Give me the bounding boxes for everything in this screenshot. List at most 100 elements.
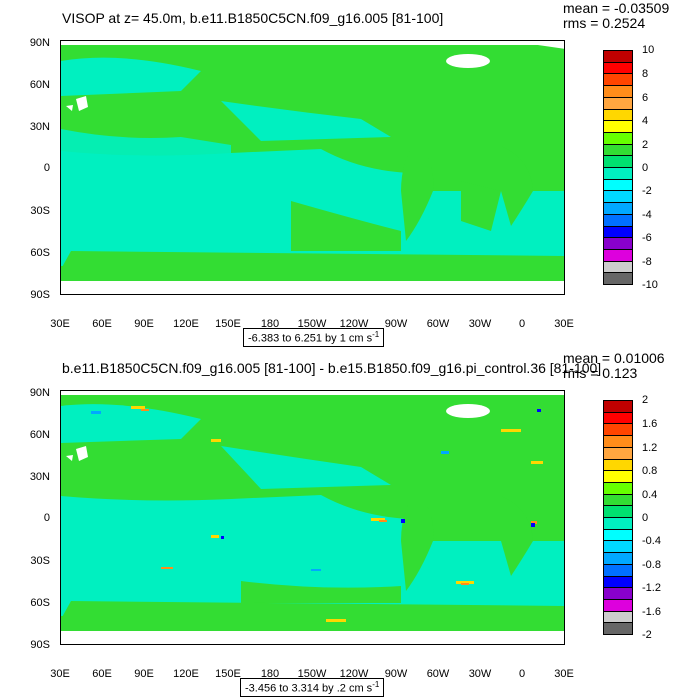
mean-stat: mean = -0.03509 xyxy=(563,0,670,16)
unit-superscript: -1 xyxy=(372,330,380,339)
colorbar-segment xyxy=(604,576,632,589)
lat-label-90n: 90N xyxy=(29,387,50,399)
colorbar-segment xyxy=(604,506,632,519)
colorbar-label: -2 xyxy=(642,185,652,197)
colorbar-segment xyxy=(604,588,632,600)
lat-label-60n: 60N xyxy=(29,79,50,91)
colorbar-segment xyxy=(604,261,632,274)
lon-label: 150W xyxy=(297,318,327,330)
colorbar-segment xyxy=(604,623,632,635)
rms-stat: rms = 0.123 xyxy=(563,365,638,381)
lon-label: 180 xyxy=(260,668,280,680)
lon-label: 60E xyxy=(92,318,112,330)
colorbar-segment xyxy=(604,214,632,227)
colorbar-segment xyxy=(604,179,632,192)
contour-range-box: -6.383 to 6.251 by 1 cm s-1 xyxy=(243,328,385,347)
map-field xyxy=(61,41,564,294)
lon-label: 30W xyxy=(468,668,492,680)
colorbar-segment xyxy=(604,447,632,460)
mean-stat: mean = 0.01006 xyxy=(563,350,665,366)
lat-label-30n: 30N xyxy=(29,471,50,483)
colorbar-label: 2 xyxy=(642,394,649,406)
lon-label: 180 xyxy=(260,318,280,330)
lon-label: 90E xyxy=(134,668,154,680)
colorbar-label: -1.6 xyxy=(642,606,661,618)
colorbar-label: 2 xyxy=(642,139,649,151)
colorbar-label: -0.4 xyxy=(642,535,661,547)
colorbar-segment xyxy=(604,74,632,87)
colorbar-label: -0.8 xyxy=(642,559,661,571)
colorbar-label: 8 xyxy=(642,68,649,80)
colorbar-segment xyxy=(604,494,632,507)
map-field xyxy=(61,391,564,644)
colorbar-label: 6 xyxy=(642,92,649,104)
colorbar-segment xyxy=(604,121,632,133)
colorbar-label: -4 xyxy=(642,209,652,221)
colorbar-segment xyxy=(604,564,632,577)
colorbar-label: -1.2 xyxy=(642,582,661,594)
colorbar-segment xyxy=(604,132,632,145)
lat-label-30n: 30N xyxy=(29,121,50,133)
contour-range-text: -6.383 to 6.251 by 1 cm s xyxy=(248,332,373,345)
colorbar-segment xyxy=(604,553,632,565)
colorbar-label: -6 xyxy=(642,232,652,244)
colorbar-segment xyxy=(604,401,632,413)
colorbar-segment xyxy=(604,156,632,169)
rms-stat: rms = 0.2524 xyxy=(563,15,646,31)
colorbar-segment xyxy=(604,529,632,542)
colorbar-segment xyxy=(604,97,632,110)
lon-label: 150E xyxy=(215,318,241,330)
colorbar-segment xyxy=(604,238,632,250)
colorbar xyxy=(603,400,633,635)
map-plot xyxy=(60,40,565,295)
colorbar-label: 0 xyxy=(642,162,649,174)
lon-label: 30E xyxy=(554,318,574,330)
lon-label: 0 xyxy=(518,318,526,330)
lon-label: 90W xyxy=(384,668,408,680)
colorbar-segment xyxy=(604,144,632,157)
colorbar-segment xyxy=(604,191,632,204)
lat-label-30s: 30S xyxy=(30,555,50,567)
lon-label: 150W xyxy=(297,668,327,680)
colorbar-label: -8 xyxy=(642,256,652,268)
lat-label-eq: 0 xyxy=(43,162,50,174)
colorbar-label: 0 xyxy=(642,512,649,524)
lon-label: 30E xyxy=(50,668,70,680)
lat-label-60s: 60S xyxy=(30,247,50,259)
lon-label: 60W xyxy=(426,318,450,330)
colorbar-label: 1.6 xyxy=(642,418,658,430)
lon-label: 120W xyxy=(339,318,369,330)
lon-label: 120E xyxy=(173,318,199,330)
panel-title: VISOP at z= 45.0m, b.e11.B1850C5CN.f09_g… xyxy=(62,10,444,26)
colorbar-segment xyxy=(604,459,632,472)
lon-label: 30W xyxy=(468,318,492,330)
colorbar-label: -2 xyxy=(642,629,652,641)
colorbar-label: 0.8 xyxy=(642,465,658,477)
lat-label-60n: 60N xyxy=(29,429,50,441)
colorbar-label: 10 xyxy=(642,44,655,56)
colorbar-segment xyxy=(604,62,632,75)
lon-label: 30E xyxy=(554,668,574,680)
colorbar-segment xyxy=(604,226,632,239)
lon-label: 90E xyxy=(134,318,154,330)
colorbar-label: 4 xyxy=(642,115,649,127)
colorbar-segment xyxy=(604,273,632,285)
colorbar-segment xyxy=(604,518,632,530)
lon-label: 0 xyxy=(518,668,526,680)
colorbar-label: -10 xyxy=(642,279,658,291)
map-plot xyxy=(60,390,565,645)
colorbar-label: 1.2 xyxy=(642,442,658,454)
colorbar-segment xyxy=(604,611,632,624)
lon-label: 90W xyxy=(384,318,408,330)
lon-label: 120E xyxy=(173,668,199,680)
panel-title: b.e11.B1850C5CN.f09_g16.005 [81-100] - b… xyxy=(62,360,602,376)
lat-label-90s: 90S xyxy=(30,639,50,651)
colorbar-label: 0.4 xyxy=(642,489,658,501)
colorbar-segment xyxy=(604,168,632,180)
colorbar-segment xyxy=(604,436,632,448)
colorbar-segment xyxy=(604,482,632,495)
contour-range-box: -3.456 to 3.314 by .2 cm s-1 xyxy=(240,678,385,697)
colorbar-segment xyxy=(604,424,632,437)
lon-label: 60E xyxy=(92,668,112,680)
colorbar xyxy=(603,50,633,285)
